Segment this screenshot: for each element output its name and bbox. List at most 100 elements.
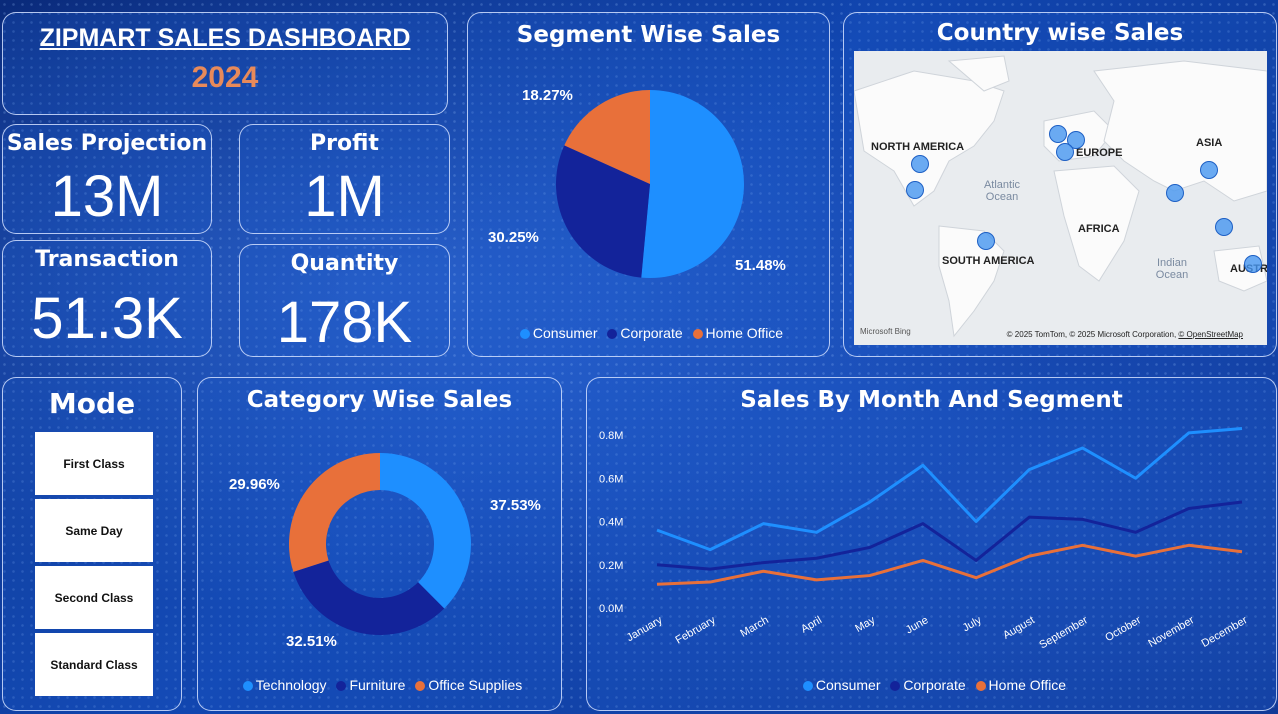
legend-office-supplies[interactable]: Office Supplies	[428, 677, 523, 693]
map-label-south-america: SOUTH AMERICA	[942, 255, 1035, 267]
legend-dot-home-office	[975, 681, 986, 692]
slice-label-furniture: 32.51%	[286, 633, 337, 650]
monthly-line-panel: Sales By Month And Segment 0.0M 0.2M 0.4M 0…	[586, 377, 1277, 711]
legend-furniture[interactable]: Furniture	[349, 677, 406, 693]
x-tick-label: November	[1146, 614, 1196, 650]
slice-label-corporate: 30.25%	[488, 229, 539, 246]
category-donut-chart	[289, 453, 471, 635]
kpi-sales-projection: Sales Projection 13M	[2, 124, 212, 234]
monthly-line-chart: 0.0M 0.2M 0.4M 0.6M 0.8M January February March…	[599, 427, 1250, 652]
kpi-label: Profit	[310, 131, 379, 156]
legend-consumer[interactable]: Consumer	[532, 325, 598, 341]
chart-title: Sales By Month And Segment	[740, 387, 1123, 413]
map-label-europe: EUROPE	[1076, 147, 1123, 159]
slice-label-technology: 37.53%	[490, 497, 541, 514]
map-bubble[interactable]	[1067, 131, 1085, 149]
x-tick-label: October	[1103, 614, 1143, 644]
map-bubble[interactable]	[1056, 143, 1074, 161]
title-panel: ZIPMART SALES DASHBOARD 2024	[2, 12, 448, 115]
map-bubble[interactable]	[906, 181, 924, 199]
series-line-corporate[interactable]	[656, 500, 1243, 571]
slice-home-office[interactable]	[564, 90, 650, 184]
series-line-home-office[interactable]	[656, 543, 1243, 586]
map-label-north-america: NORTH AMERICA	[871, 141, 965, 153]
attribution-text: © 2025 TomTom, © 2025 Microsoft Corporat…	[1006, 330, 1177, 339]
x-tick-label: January	[625, 614, 665, 644]
map-land	[854, 55, 1267, 338]
x-tick-label: March	[738, 614, 770, 640]
y-tick-label: 0.6M	[599, 473, 623, 485]
y-tick-label: 0.8M	[599, 430, 623, 442]
legend-home-office[interactable]: Home Office	[705, 325, 784, 341]
map-attribution: © 2025 TomTom, © 2025 Microsoft Corporat…	[1007, 330, 1243, 339]
mode-standard-class[interactable]: Standard Class	[35, 633, 153, 696]
slice-label-office-supplies: 29.96%	[229, 476, 280, 493]
x-tick-label: May	[853, 614, 877, 635]
slice-consumer[interactable]	[641, 90, 744, 278]
mode-first-class[interactable]: First Class	[35, 432, 153, 495]
map-bubble[interactable]	[1049, 125, 1067, 143]
ocean-indian: Indian Ocean	[1155, 257, 1189, 281]
dashboard-title: ZIPMART SALES DASHBOARD	[39, 24, 411, 52]
mode-panel: Mode First Class Same Day Second Class S…	[2, 377, 182, 711]
legend-corporate[interactable]: Corporate	[620, 325, 683, 341]
chart-legend: Consumer Corporate Home Office	[587, 677, 1276, 693]
kpi-value: 51.3K	[31, 286, 183, 351]
kpi-label: Transaction	[35, 247, 179, 272]
chart-title: Category Wise Sales	[246, 387, 513, 413]
mode-same-day[interactable]: Same Day	[35, 499, 153, 562]
slice-technology[interactable]	[380, 453, 471, 609]
map-bubble[interactable]	[1166, 184, 1184, 202]
kpi-value: 178K	[276, 290, 413, 355]
kpi-label: Sales Projection	[6, 131, 208, 156]
x-tick-label: June	[904, 614, 931, 636]
map-label-asia: ASIA	[1196, 137, 1223, 149]
map-bubble[interactable]	[1244, 255, 1262, 273]
bing-logo: Microsoft Bing	[860, 327, 911, 336]
map-bubble[interactable]	[1215, 218, 1233, 236]
slice-corporate[interactable]	[556, 145, 650, 278]
ocean-atlantic: Atlantic Ocean	[983, 179, 1021, 203]
world-map[interactable]: NORTH AMERICA EUROPE ASIA AFRICA SOUTH A…	[854, 51, 1267, 345]
slice-furniture[interactable]	[293, 560, 445, 635]
legend-dot-corporate	[607, 329, 618, 340]
slice-label-home-office: 18.27%	[522, 87, 573, 104]
legend-home-office[interactable]: Home Office	[988, 677, 1067, 693]
y-tick-label: 0.4M	[599, 517, 623, 529]
y-tick-label: 0.2M	[599, 560, 623, 572]
legend-corporate[interactable]: Corporate	[903, 677, 966, 693]
segment-pie-chart	[556, 90, 744, 278]
chart-legend: Technology Furniture Office Supplies	[198, 677, 561, 693]
slice-label-consumer: 51.48%	[735, 257, 786, 274]
x-tick-label: September	[1037, 614, 1090, 651]
kpi-quantity: Quantity 178K	[239, 244, 450, 357]
legend-consumer[interactable]: Consumer	[815, 677, 881, 693]
osm-link[interactable]: © OpenStreetMap	[1178, 330, 1243, 339]
category-donut-panel: Category Wise Sales 37.53% 32.51% 29.96%…	[197, 377, 562, 711]
dashboard-year: 2024	[191, 61, 259, 94]
map-label-africa: AFRICA	[1078, 223, 1120, 235]
mode-second-class[interactable]: Second Class	[35, 566, 153, 629]
series-line-consumer[interactable]	[656, 427, 1243, 552]
kpi-value: 13M	[50, 164, 164, 229]
legend-technology[interactable]: Technology	[255, 677, 327, 693]
map-bubble[interactable]	[977, 232, 995, 250]
y-tick-label: 0.0M	[599, 603, 623, 615]
chart-title: Segment Wise Sales	[516, 22, 781, 48]
x-tick-label: July	[961, 614, 984, 634]
chart-title: Country wise Sales	[936, 20, 1184, 46]
x-tick-label: December	[1200, 614, 1250, 650]
kpi-label: Quantity	[290, 251, 399, 276]
x-tick-label: April	[799, 614, 824, 635]
map-bubble[interactable]	[1200, 161, 1218, 179]
legend-dot-technology	[242, 681, 253, 692]
chart-legend: Consumer Corporate Home Office	[468, 325, 829, 341]
legend-dot-home-office	[692, 329, 703, 340]
mode-title: Mode	[48, 387, 136, 420]
country-map-panel: Country wise Sales NORTH AMERICA EUROPE …	[843, 12, 1277, 357]
slice-office-supplies[interactable]	[289, 453, 380, 572]
kpi-value: 1M	[304, 164, 385, 229]
map-bubble[interactable]	[911, 155, 929, 173]
x-tick-label: February	[674, 614, 719, 647]
kpi-profit: Profit 1M	[239, 124, 450, 234]
